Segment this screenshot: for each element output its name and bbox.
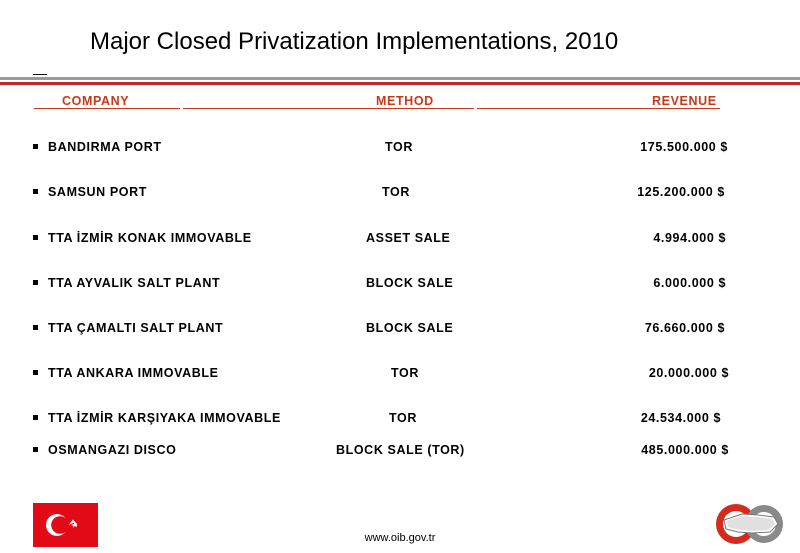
header-underline-revenue (477, 108, 720, 109)
method-cell: ASSET SALE (366, 231, 451, 245)
title-rule-red (0, 82, 800, 85)
company-cell: TTA İZMİR KARŞIYAKA IMMOVABLE (48, 411, 281, 425)
method-cell: BLOCK SALE (TOR) (336, 443, 465, 457)
bullet-icon (33, 144, 38, 149)
revenue-cell: 6.000.000 $ (653, 276, 726, 290)
company-cell: TTA ÇAMALTI SALT PLANT (48, 321, 224, 335)
company-cell: TTA AYVALIK SALT PLANT (48, 276, 221, 290)
table-row: TTA AYVALIK SALT PLANT BLOCK SALE 6.000.… (0, 276, 800, 292)
revenue-cell: 125.200.000 $ (637, 185, 725, 199)
footer-url: www.oib.gov.tr (364, 532, 436, 544)
decorative-dash (33, 74, 47, 75)
revenue-cell: 485.000.000 $ (641, 443, 729, 457)
company-cell: BANDIRMA PORT (48, 140, 162, 154)
company-cell: SAMSUN PORT (48, 185, 147, 199)
table-row: TTA İZMİR KONAK IMMOVABLE ASSET SALE 4.9… (0, 231, 800, 247)
method-cell: TOR (382, 185, 410, 199)
revenue-cell: 76.660.000 $ (644, 321, 725, 335)
header-underline-method (183, 108, 474, 109)
header-underline-company (34, 108, 180, 109)
header-method: METHOD (376, 94, 434, 108)
company-cell: TTA İZMİR KONAK IMMOVABLE (48, 231, 252, 245)
revenue-cell: 175.500.000 $ (640, 140, 728, 154)
revenue-cell: 24.534.000 $ (640, 411, 721, 425)
company-cell: OSMANGAZI DISCO (48, 443, 177, 457)
method-cell: TOR (391, 366, 419, 380)
bullet-icon (33, 447, 38, 452)
table-row: OSMANGAZI DISCO BLOCK SALE (TOR) 485.000… (0, 443, 800, 459)
title-rule-gray (0, 77, 800, 80)
revenue-cell: 4.994.000 $ (653, 231, 726, 245)
revenue-cell: 20.000.000 $ (648, 366, 729, 380)
method-cell: BLOCK SALE (366, 276, 454, 290)
bullet-icon (33, 325, 38, 330)
bullet-icon (33, 370, 38, 375)
bullet-icon (33, 280, 38, 285)
table-row: BANDIRMA PORT TOR 175.500.000 $ (0, 140, 800, 156)
bullet-icon (33, 189, 38, 194)
bullet-icon (33, 235, 38, 240)
header-revenue: REVENUE (652, 94, 717, 108)
company-cell: TTA ANKARA IMMOVABLE (48, 366, 219, 380)
table-row: SAMSUN PORT TOR 125.200.000 $ (0, 185, 800, 201)
header-company: COMPANY (62, 94, 130, 108)
bullet-icon (33, 415, 38, 420)
turkish-flag-icon (33, 503, 98, 547)
method-cell: BLOCK SALE (366, 321, 454, 335)
method-cell: TOR (385, 140, 413, 154)
method-cell: TOR (389, 411, 417, 425)
table-row: TTA İZMİR KARŞIYAKA IMMOVABLE TOR 24.534… (0, 411, 800, 427)
table-row: TTA ÇAMALTI SALT PLANT BLOCK SALE 76.660… (0, 321, 800, 337)
table-row: TTA ANKARA IMMOVABLE TOR 20.000.000 $ (0, 366, 800, 382)
oib-logo-icon (712, 502, 784, 546)
page-title: Major Closed Privatization Implementatio… (90, 28, 619, 55)
